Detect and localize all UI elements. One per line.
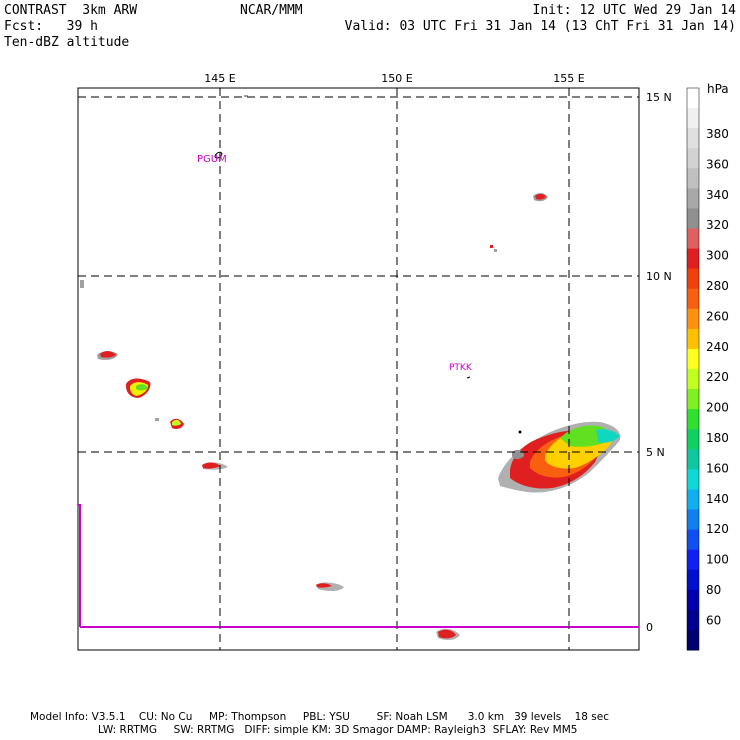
colorbar-swatch <box>687 308 699 330</box>
colorbar-swatch <box>687 489 699 510</box>
field-name: Ten-dBZ altitude <box>4 35 130 50</box>
chuuk-coastline <box>466 376 471 379</box>
colorbar <box>686 87 700 651</box>
colorbar-label: 360 <box>706 157 729 171</box>
colorbar-label: 300 <box>706 249 729 263</box>
valid-time: Valid: 03 UTC Fri 31 Jan 14 (13 ChT Fri … <box>344 19 736 34</box>
colorbar-swatch <box>687 228 699 250</box>
colorbar-swatch <box>687 288 699 310</box>
lon-label-155: 155 E <box>553 72 584 85</box>
colorbar-swatch <box>687 469 699 490</box>
colorbar-swatch <box>687 108 699 129</box>
colorbar-label: 100 <box>706 553 729 567</box>
colorbar-label: 140 <box>706 492 729 506</box>
colorbar-frame <box>686 87 700 651</box>
station-label-ptkk: PTKK <box>449 363 473 373</box>
colorbar-label: 200 <box>706 401 729 415</box>
colorbar-swatch <box>687 389 699 410</box>
echo-cyan <box>596 429 620 443</box>
colorbar-label: 380 <box>706 127 729 141</box>
lat-label-10n: 10 N <box>646 270 672 283</box>
colorbar-swatch <box>687 409 699 430</box>
colorbar-swatch <box>687 148 699 169</box>
colorbar-swatch <box>687 509 699 531</box>
model-title: CONTRAST 3km ARW <box>4 3 138 18</box>
colorbar-swatch <box>687 268 699 290</box>
lat-label-5n: 5 N <box>646 446 665 459</box>
colorbar-swatch <box>687 128 699 149</box>
lat-label-15n: 15 N <box>646 91 672 104</box>
colorbar-swatch <box>687 369 699 390</box>
organization: NCAR/MMM <box>240 3 303 18</box>
reflectivity-cells <box>80 95 621 640</box>
map-frame <box>77 87 640 651</box>
colorbar-unit: hPa <box>707 82 729 96</box>
colorbar-label: 260 <box>706 309 729 323</box>
colorbar-swatch <box>687 188 699 209</box>
colorbar-swatch <box>687 549 699 571</box>
forecast-map: 145 E 150 E 155 E 15 N 10 N 5 N 0 PGUM P… <box>77 72 729 651</box>
colorbar-label: 240 <box>706 340 729 354</box>
forecast-hour: Fcst: 39 h <box>4 19 98 34</box>
colorbar-swatch <box>687 168 699 189</box>
colorbar-label: 180 <box>706 431 729 445</box>
colorbar-label: 280 <box>706 279 729 293</box>
colorbar-label: 320 <box>706 218 729 232</box>
colorbar-label: 120 <box>706 522 729 536</box>
colorbar-label: 220 <box>706 370 729 384</box>
colorbar-swatch <box>687 88 699 109</box>
init-time: Init: 12 UTC Wed 29 Jan 14 <box>532 3 737 18</box>
lat-lon-grid <box>78 88 639 650</box>
colorbar-swatch <box>687 589 699 611</box>
colorbar-swatch <box>687 529 699 551</box>
lon-label-145: 145 E <box>204 72 235 85</box>
colorbar-swatch <box>687 569 699 591</box>
colorbar-swatch <box>687 629 699 651</box>
colorbar-swatch <box>687 208 699 229</box>
colorbar-swatch <box>687 328 699 350</box>
colorbar-label: 80 <box>706 583 721 597</box>
colorbar-swatch <box>687 609 699 631</box>
colorbar-swatch <box>687 348 699 370</box>
colorbar-label: 160 <box>706 461 729 475</box>
colorbar-swatch <box>687 248 699 270</box>
colorbar-swatch <box>687 429 699 450</box>
model-info-line2: LW: RRTMG SW: RRTMG DIFF: simple KM: 3D … <box>98 724 578 736</box>
colorbar-label: 340 <box>706 188 729 202</box>
lat-label-0: 0 <box>646 621 653 634</box>
guam-coastline <box>214 151 223 159</box>
model-info-line1: Model Info: V3.5.1 CU: No Cu MP: Thompso… <box>30 711 609 723</box>
colorbar-label: 60 <box>706 613 721 627</box>
lon-label-150: 150 E <box>381 72 412 85</box>
station-label-pgum: PGUM <box>197 154 227 165</box>
colorbar-swatch <box>687 449 699 470</box>
